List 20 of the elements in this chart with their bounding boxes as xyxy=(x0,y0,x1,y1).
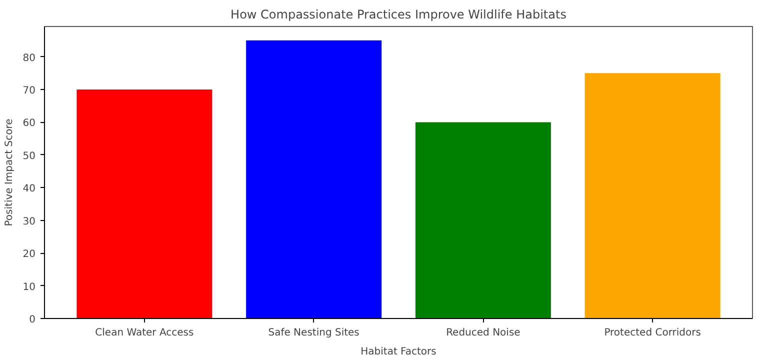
x-tick-label: Safe Nesting Sites xyxy=(268,328,360,338)
bar xyxy=(76,89,212,318)
y-tick-label: 40 xyxy=(22,184,36,195)
y-tick-label: 30 xyxy=(22,216,36,228)
bar xyxy=(584,73,720,318)
y-tick-label: 50 xyxy=(22,150,36,162)
y-axis-title: Positive Impact Score xyxy=(4,118,15,226)
y-tick-label: 20 xyxy=(22,249,36,260)
y-tick-label: 80 xyxy=(22,52,36,64)
y-tick-label: 0 xyxy=(29,314,36,326)
chart-title: How Compassionate Practices Improve Wildlife Habitats xyxy=(230,8,566,22)
y-tick-label: 60 xyxy=(22,118,36,130)
x-axis-title: Habitat Factors xyxy=(360,346,436,358)
bar xyxy=(246,40,382,318)
bar xyxy=(415,122,551,318)
y-tick-label: 70 xyxy=(22,85,36,96)
x-tick-label: Reduced Noise xyxy=(446,328,520,338)
y-tick-label: 10 xyxy=(22,282,36,293)
x-tick-label: Clean Water Access xyxy=(95,328,194,338)
x-tick-label: Protected Corridors xyxy=(604,328,701,338)
